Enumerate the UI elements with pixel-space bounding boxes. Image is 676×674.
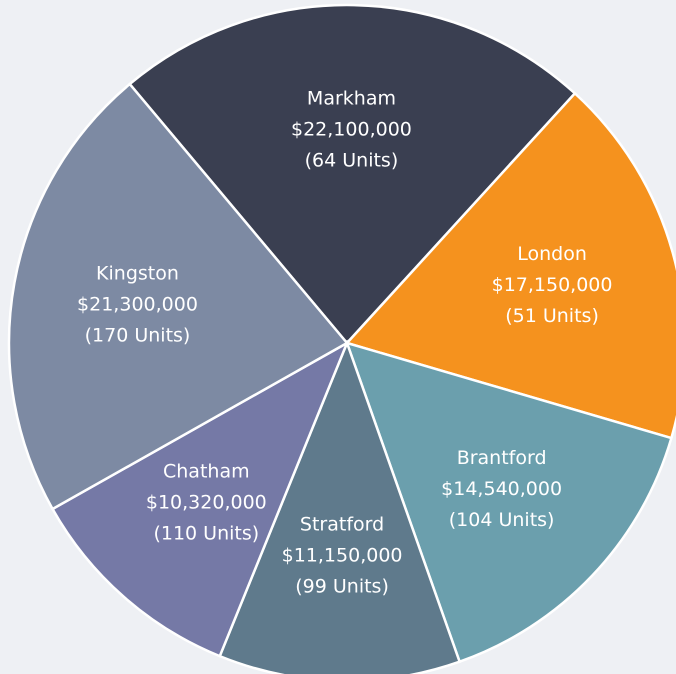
slice-value-label: $10,320,000: [146, 491, 267, 513]
slice-value-label: $14,540,000: [441, 478, 562, 500]
slice-label: Brantford: [457, 447, 547, 469]
slice-value-label: $11,150,000: [282, 544, 403, 566]
slice-units-label: (99 Units): [295, 575, 389, 597]
pie-slice: [7, 82, 349, 511]
slice-value-label: $22,100,000: [291, 119, 412, 141]
slice-label: Markham: [307, 88, 396, 110]
slice-units-label: (64 Units): [305, 150, 399, 172]
slice-label: Kingston: [96, 262, 179, 284]
slice-units-label: (170 Units): [85, 324, 191, 346]
pie-slice: [344, 91, 676, 440]
slice-value-label: $21,300,000: [77, 293, 198, 315]
slice-label: London: [517, 243, 587, 265]
slice-units-label: (110 Units): [153, 522, 259, 544]
pie-slice: [127, 3, 577, 345]
pie-slice: [345, 341, 673, 664]
slice-units-label: (51 Units): [505, 305, 599, 327]
slice-label: Stratford: [300, 513, 384, 535]
slice-value-label: $17,150,000: [492, 274, 613, 296]
pie-slice: [218, 339, 462, 674]
pie-slice: [50, 340, 350, 658]
slice-label: Chatham: [163, 460, 250, 482]
slice-units-label: (104 Units): [449, 509, 555, 531]
